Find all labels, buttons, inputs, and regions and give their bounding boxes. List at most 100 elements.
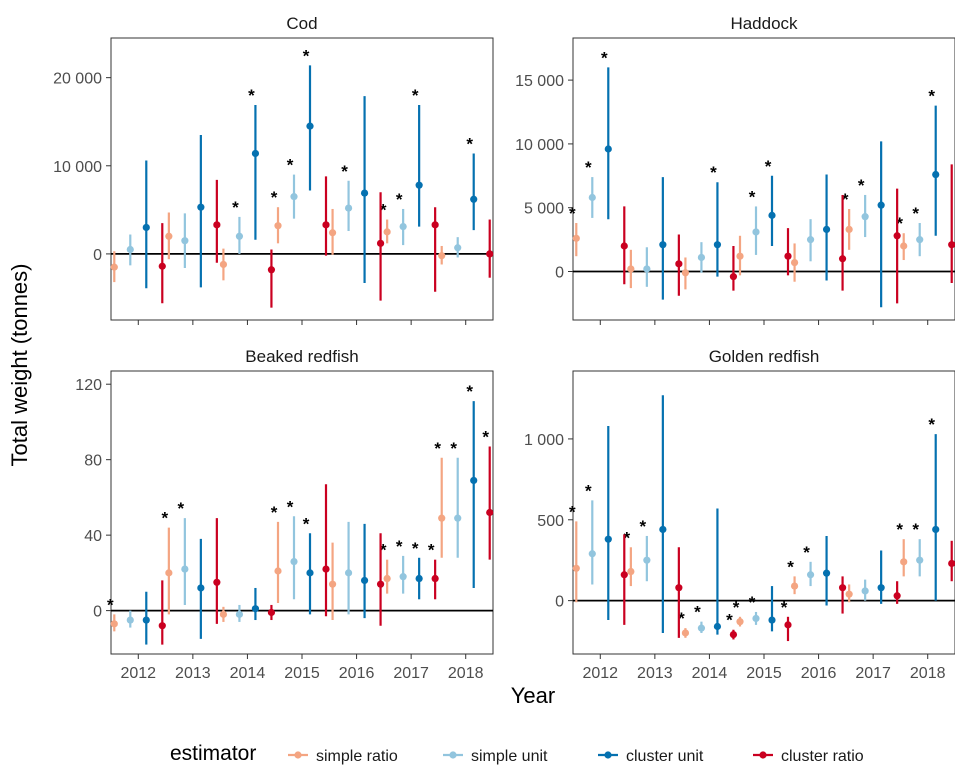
data-point — [838, 255, 847, 263]
series-simple-unit: ****** — [585, 481, 924, 633]
x-tick-label: 2012 — [582, 665, 618, 682]
data-point — [604, 535, 612, 543]
panel-border — [110, 370, 494, 655]
y-tick-label: 40 — [84, 528, 102, 545]
significance-star: * — [380, 541, 387, 560]
data-point — [431, 574, 439, 583]
significance-star: * — [341, 162, 348, 181]
significance-star: * — [733, 598, 740, 617]
data-point — [438, 252, 446, 260]
series-cluster-unit: * — [604, 395, 940, 635]
data-point — [627, 567, 635, 576]
legend-item-simple-unit: simple unit — [443, 748, 548, 765]
data-point — [900, 242, 908, 250]
panel-title: Cod — [286, 14, 317, 33]
series-simple-unit: * * * * — [585, 158, 924, 287]
data-point — [790, 258, 799, 267]
data-point — [900, 558, 908, 566]
data-point — [932, 170, 940, 179]
data-point — [219, 610, 228, 618]
legend-key-point — [759, 751, 767, 759]
y-tick-label: 5 000 — [524, 201, 564, 218]
data-point — [893, 592, 901, 600]
significance-star: * — [585, 481, 592, 500]
significance-star: * — [928, 87, 935, 106]
data-point — [932, 525, 940, 534]
data-point — [431, 221, 439, 229]
data-point — [360, 189, 369, 197]
y-tick-label: 80 — [84, 453, 102, 470]
y-tick-label: 0 — [93, 604, 102, 621]
x-tick-label: 2018 — [910, 665, 946, 682]
data-point — [219, 260, 228, 269]
x-tick-label: 2015 — [746, 665, 782, 682]
legend-item-cluster-unit: cluster unit — [598, 748, 704, 765]
legend-item-label: cluster unit — [626, 748, 704, 765]
data-point — [415, 181, 423, 189]
series-cluster-ratio: ** — [158, 427, 494, 645]
significance-star: * — [303, 46, 310, 65]
data-point — [675, 584, 683, 592]
data-point — [267, 608, 276, 617]
data-point — [322, 565, 330, 573]
legend-item-label: simple unit — [471, 748, 548, 765]
data-point — [328, 229, 337, 237]
data-point — [784, 252, 792, 260]
data-point — [158, 262, 166, 270]
data-point — [572, 564, 580, 572]
data-point — [290, 557, 298, 566]
significance-star: * — [232, 198, 239, 217]
significance-star: * — [912, 520, 919, 539]
data-point — [736, 252, 744, 260]
data-point — [643, 556, 651, 564]
data-point — [158, 622, 166, 630]
panel-beaked-redfish: Beaked redfish 0 40 80 120 2012 2013 2014 2015 20… — [75, 347, 494, 682]
significance-star: * — [710, 163, 717, 182]
data-point — [142, 223, 150, 232]
data-point — [126, 245, 134, 254]
data-point — [806, 236, 815, 244]
data-point — [620, 571, 628, 579]
data-point — [752, 614, 760, 623]
series-cluster-unit: * * * — [142, 382, 478, 645]
x-tick-label: 2017 — [393, 665, 429, 682]
legend-item-cluster-ratio: cluster ratio — [753, 748, 864, 765]
significance-star: * — [781, 598, 788, 617]
data-point — [213, 221, 221, 229]
significance-star: * — [450, 439, 457, 458]
series-cluster-ratio — [158, 176, 494, 308]
series-cluster-ratio — [620, 164, 955, 304]
data-point — [181, 565, 189, 573]
data-point — [681, 269, 690, 277]
data-point — [627, 265, 635, 273]
legend-item-label: cluster ratio — [781, 748, 864, 765]
x-tick-label: 2014 — [692, 665, 728, 682]
legend: estimator simple ratio simple unit cluster… — [170, 742, 864, 765]
y-tick-label: 0 — [555, 594, 564, 611]
data-point — [845, 225, 853, 234]
data-point — [267, 266, 276, 274]
series-simple-ratio: ****** — [569, 502, 908, 638]
panel-border — [572, 370, 955, 655]
significance-star: * — [569, 204, 576, 223]
y-tick-label: 0 — [93, 247, 102, 264]
series-simple-ratio: ** — [110, 188, 446, 283]
significance-star: * — [858, 176, 865, 195]
significance-star: * — [412, 539, 419, 558]
data-point — [838, 584, 847, 592]
legend-title: estimator — [170, 742, 256, 765]
data-point — [181, 237, 189, 245]
x-tick-label: 2017 — [855, 665, 891, 682]
significance-star: * — [396, 190, 403, 209]
data-point — [948, 241, 955, 249]
series-simple-ratio: * * * — [569, 190, 908, 290]
legend-key-point — [449, 751, 457, 759]
significance-star: * — [107, 595, 114, 614]
data-point — [306, 569, 314, 577]
series-cluster-unit: * * * * — [601, 48, 940, 308]
significance-star: * — [624, 528, 631, 547]
data-point — [344, 569, 353, 577]
data-point — [470, 195, 478, 203]
data-point — [604, 145, 612, 153]
